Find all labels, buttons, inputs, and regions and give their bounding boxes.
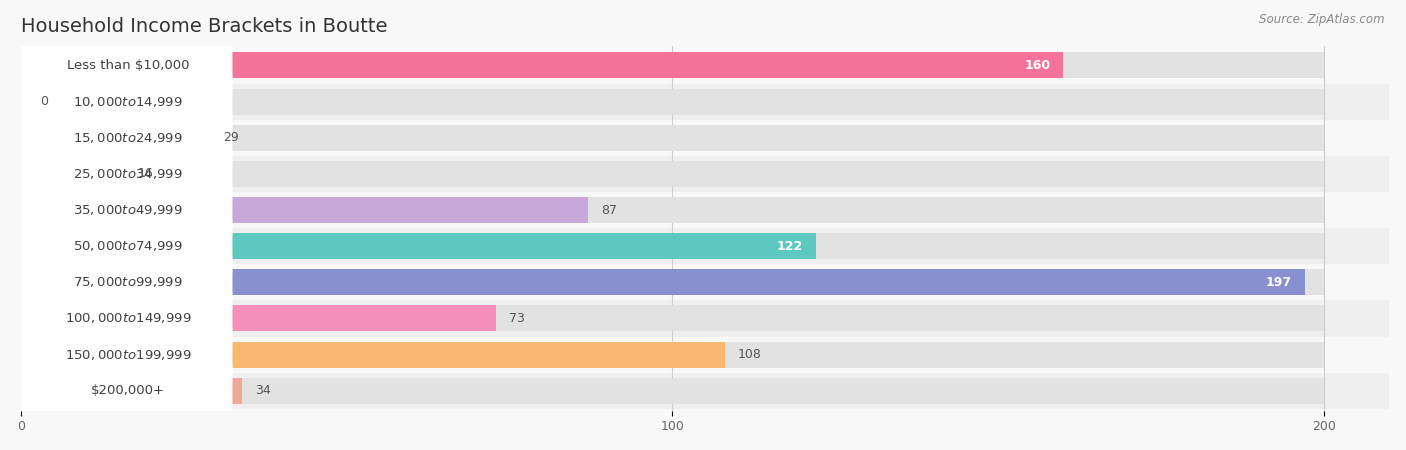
FancyBboxPatch shape [17, 108, 232, 239]
Text: $15,000 to $24,999: $15,000 to $24,999 [73, 130, 183, 145]
Text: 87: 87 [600, 203, 617, 216]
Bar [21, 125, 1324, 151]
Bar [21, 52, 1324, 78]
FancyBboxPatch shape [17, 72, 232, 203]
Bar [21, 52, 1063, 78]
Bar [21, 197, 588, 223]
Bar [21, 378, 1324, 404]
Bar [21, 269, 1324, 295]
Bar [21, 342, 724, 368]
Bar [21, 125, 209, 151]
Text: 0: 0 [41, 95, 48, 108]
Text: $200,000+: $200,000+ [91, 384, 165, 397]
Text: 73: 73 [509, 312, 526, 325]
FancyBboxPatch shape [21, 84, 1389, 120]
Bar [21, 342, 1324, 368]
FancyBboxPatch shape [17, 216, 232, 348]
Text: $10,000 to $14,999: $10,000 to $14,999 [73, 94, 183, 108]
FancyBboxPatch shape [17, 36, 232, 167]
FancyBboxPatch shape [21, 192, 1389, 228]
FancyBboxPatch shape [21, 300, 1389, 337]
FancyBboxPatch shape [21, 47, 1389, 84]
Bar [21, 306, 496, 332]
Text: $50,000 to $74,999: $50,000 to $74,999 [73, 239, 183, 253]
FancyBboxPatch shape [21, 228, 1389, 264]
Bar [21, 233, 815, 259]
FancyBboxPatch shape [17, 0, 232, 131]
Text: $150,000 to $199,999: $150,000 to $199,999 [65, 347, 191, 362]
Text: $25,000 to $34,999: $25,000 to $34,999 [73, 167, 183, 181]
FancyBboxPatch shape [21, 264, 1389, 300]
FancyBboxPatch shape [21, 156, 1389, 192]
FancyBboxPatch shape [17, 325, 232, 450]
Text: 108: 108 [738, 348, 762, 361]
Bar [21, 161, 1324, 187]
FancyBboxPatch shape [21, 337, 1389, 373]
Bar [21, 233, 1324, 259]
Bar [21, 161, 125, 187]
Text: 160: 160 [1025, 59, 1050, 72]
FancyBboxPatch shape [21, 120, 1389, 156]
Text: Less than $10,000: Less than $10,000 [67, 59, 190, 72]
Text: $35,000 to $49,999: $35,000 to $49,999 [73, 203, 183, 217]
Bar [21, 306, 1324, 332]
Text: $75,000 to $99,999: $75,000 to $99,999 [73, 275, 183, 289]
FancyBboxPatch shape [17, 253, 232, 384]
Bar [21, 89, 1324, 115]
FancyBboxPatch shape [21, 373, 1389, 409]
Text: Household Income Brackets in Boutte: Household Income Brackets in Boutte [21, 17, 387, 36]
Text: Source: ZipAtlas.com: Source: ZipAtlas.com [1260, 14, 1385, 27]
FancyBboxPatch shape [17, 289, 232, 420]
FancyBboxPatch shape [17, 180, 232, 312]
FancyBboxPatch shape [17, 144, 232, 276]
Bar [21, 269, 1305, 295]
Text: 197: 197 [1265, 276, 1292, 289]
Text: 29: 29 [222, 131, 239, 144]
Text: $100,000 to $149,999: $100,000 to $149,999 [65, 311, 191, 325]
Text: 16: 16 [138, 167, 153, 180]
Text: 122: 122 [776, 240, 803, 252]
Bar [21, 197, 1324, 223]
Text: 34: 34 [256, 384, 271, 397]
Bar [21, 378, 242, 404]
